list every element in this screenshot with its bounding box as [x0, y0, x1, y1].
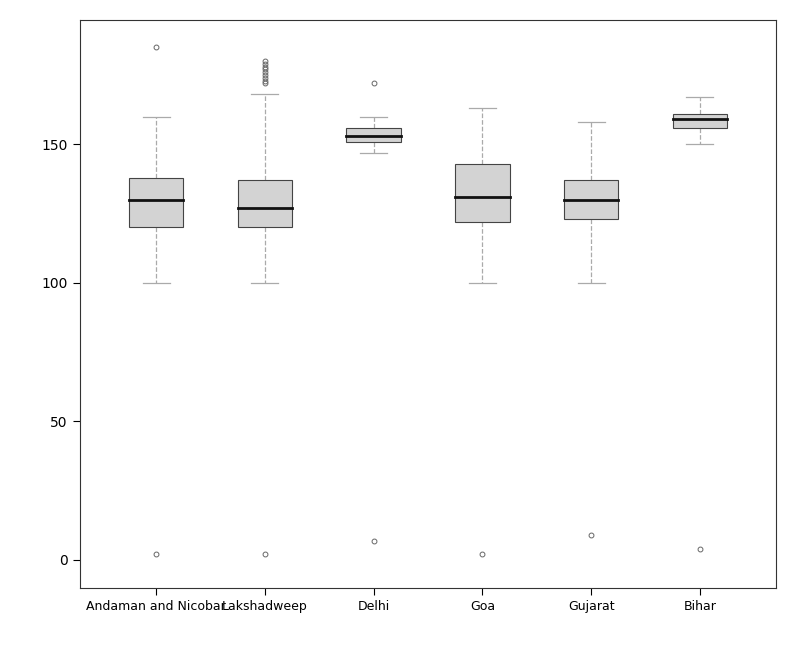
FancyBboxPatch shape: [455, 164, 510, 222]
FancyBboxPatch shape: [238, 180, 292, 227]
FancyBboxPatch shape: [673, 114, 727, 128]
FancyBboxPatch shape: [346, 128, 401, 142]
FancyBboxPatch shape: [129, 178, 183, 227]
FancyBboxPatch shape: [564, 180, 618, 219]
